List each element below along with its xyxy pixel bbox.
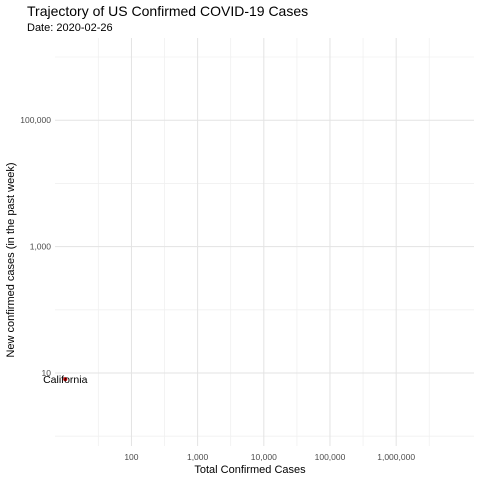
- y-tick-label: 100,000: [20, 115, 51, 125]
- y-axis-tick-labels: 10 1,000 100,000: [20, 115, 51, 378]
- x-tick-label: 1,000: [187, 452, 209, 462]
- x-tick-label: 10,000: [251, 452, 277, 462]
- x-axis-title: Total Confirmed Cases: [194, 464, 306, 476]
- chart-subtitle: Date: 2020-02-26: [27, 22, 113, 34]
- minor-gridlines: [55, 38, 474, 446]
- y-tick-label: 1,000: [30, 242, 52, 252]
- y-tick-label: 10: [42, 368, 52, 378]
- major-gridlines: [55, 38, 474, 446]
- x-tick-label: 100: [124, 452, 138, 462]
- x-tick-label: 100,000: [315, 452, 346, 462]
- data-point-label: California: [43, 374, 88, 386]
- x-axis-tick-labels: 100 1,000 10,000 100,000 1,000,000: [124, 452, 415, 462]
- data-point: [63, 377, 68, 382]
- chart-title: Trajectory of US Confirmed COVID-19 Case…: [27, 3, 309, 19]
- y-axis-title: New confirmed cases (in the past week): [5, 162, 17, 357]
- data-points: California: [43, 374, 88, 386]
- x-tick-label: 1,000,000: [377, 452, 415, 462]
